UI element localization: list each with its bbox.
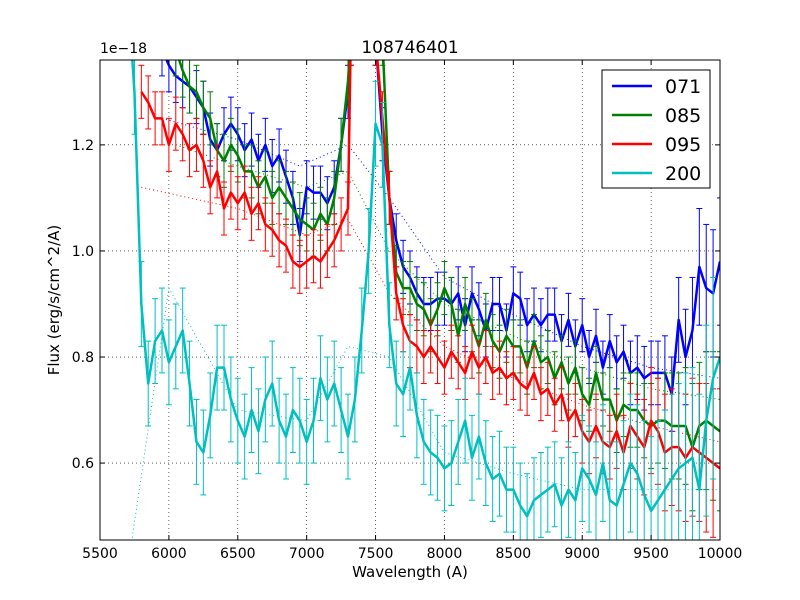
x-tick-label: 8000	[427, 546, 463, 562]
x-tick-label: 9500	[633, 546, 669, 562]
y-tick-label: 0.6	[72, 456, 94, 472]
x-tick-label: 7000	[289, 546, 325, 562]
series-line-071	[165, 60, 720, 396]
legend: 071 085 095 200	[601, 69, 711, 189]
legend-label-095: 095	[665, 134, 701, 156]
x-tick-label: 6500	[220, 546, 256, 562]
y-tick-label: 0.8	[72, 350, 94, 366]
legend-label-085: 085	[665, 105, 701, 127]
y-tick-label: 1.2	[72, 138, 94, 154]
x-tick-label: 6000	[151, 546, 187, 562]
x-tick-label: 7500	[358, 546, 394, 562]
legend-label-200: 200	[665, 163, 701, 185]
x-tick-label: 8500	[496, 546, 532, 562]
legend-label-071: 071	[665, 76, 701, 98]
axis-ticks: 5500 6000 6500 7000 7500 8000 8500 9000 9500 1000…	[72, 60, 743, 562]
y-offset-label: 1e−18	[100, 41, 147, 57]
series-line-095	[140, 60, 720, 470]
y-axis-label: Flux (erg/s/cm^2/A)	[45, 225, 63, 376]
plot-frame	[99, 59, 721, 541]
series-layer	[131, 60, 720, 540]
x-tick-label: 9000	[564, 546, 600, 562]
legend-items: 071 085 095 200	[612, 76, 701, 185]
series-line-200	[131, 60, 720, 518]
y-tick-label: 1.0	[72, 244, 94, 260]
series-200	[131, 60, 720, 540]
x-tick-label: 5500	[82, 546, 118, 562]
chart-title: 108746401	[361, 38, 458, 58]
legend-box	[601, 69, 711, 189]
x-tick-label: 10000	[698, 546, 743, 562]
x-axis-label: Wavelength (A)	[352, 563, 468, 581]
